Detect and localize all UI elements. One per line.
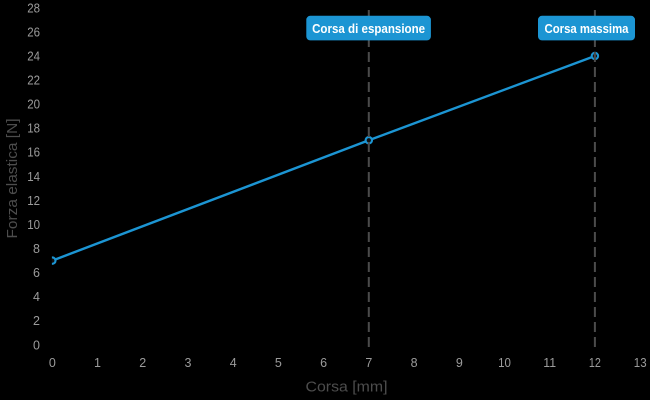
svg-text:9: 9	[456, 356, 463, 370]
svg-text:20: 20	[27, 98, 40, 112]
svg-text:8: 8	[33, 242, 40, 256]
svg-text:18: 18	[27, 122, 40, 136]
svg-text:28: 28	[27, 1, 40, 15]
svg-text:10: 10	[498, 356, 511, 370]
svg-text:0: 0	[49, 356, 56, 370]
svg-text:Corsa massima: Corsa massima	[545, 21, 630, 36]
svg-text:24: 24	[27, 49, 40, 63]
svg-text:0: 0	[33, 338, 40, 352]
svg-text:11: 11	[543, 356, 556, 370]
svg-text:12: 12	[27, 194, 40, 208]
svg-text:22: 22	[27, 74, 40, 88]
svg-text:Corsa [mm]: Corsa [mm]	[306, 379, 388, 396]
svg-text:3: 3	[185, 356, 192, 370]
svg-text:6: 6	[320, 356, 327, 370]
svg-text:14: 14	[27, 170, 40, 184]
svg-text:1: 1	[94, 356, 101, 370]
svg-text:13: 13	[634, 356, 647, 370]
svg-text:Forza elastica [N]: Forza elastica [N]	[4, 119, 21, 239]
svg-text:2: 2	[33, 314, 40, 328]
svg-text:10: 10	[27, 218, 40, 232]
svg-text:2: 2	[139, 356, 146, 370]
svg-text:Corsa di espansione: Corsa di espansione	[312, 21, 425, 36]
svg-text:12: 12	[589, 356, 601, 370]
svg-text:26: 26	[27, 25, 40, 39]
svg-text:6: 6	[33, 266, 40, 280]
svg-text:8: 8	[411, 356, 418, 370]
svg-text:7: 7	[365, 356, 372, 370]
svg-text:4: 4	[230, 356, 237, 370]
svg-text:5: 5	[275, 356, 282, 370]
svg-text:4: 4	[33, 290, 40, 304]
svg-text:16: 16	[27, 146, 40, 160]
